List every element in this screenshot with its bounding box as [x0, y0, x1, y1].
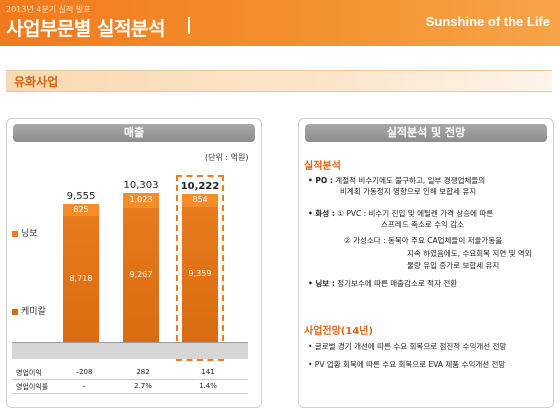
- analysis-line: • 닝보 : 정기보수에 따른 매출감소로 적자 전환: [308, 278, 457, 289]
- legend-label-chemical: 케미칼: [21, 307, 46, 317]
- table-cell: 1.4%: [199, 382, 217, 390]
- row-label: 영업이익률: [16, 383, 49, 391]
- total-label: 10,303: [123, 180, 159, 192]
- line-text: 계절적 비수기에도 불구하고, 일부 경쟁업체들의: [335, 176, 486, 185]
- outlook-line: • 글로벌 경기 개선에 따른 수요 회복으로 점진적 수익개선 전망: [308, 342, 507, 351]
- category-row: [12, 343, 248, 359]
- table-cell: 2.7%: [134, 382, 152, 390]
- analysis-line: ② 가성소다 : 동북아 주요 CA업체들이 저율가동을: [344, 235, 502, 246]
- bar-segment-ningbo: 1,023: [123, 193, 159, 208]
- unit-label: (단위 : 억원): [205, 153, 249, 162]
- legend-label-ningbo: 닝보: [21, 229, 38, 239]
- analysis-line: • 화성 : ① PVC : 비수기 진입 및 에틸렌 가격 상승에 따른: [308, 208, 493, 219]
- line-text: ② 가성소다 : 동북아 주요 CA업체들이 저율가동을: [344, 236, 503, 245]
- bar-segment-chemical: 9,359: [182, 206, 218, 342]
- total-label: 10,222: [180, 181, 220, 193]
- analysis-line: 물량 유입 증가로 보합세 유지: [407, 260, 499, 271]
- bar-segment-ningbo: 825: [63, 203, 99, 216]
- legend-item-chemical: 케미칼: [12, 304, 46, 317]
- analysis-line: • PO : 계절적 비수기에도 불구하고, 일부 경쟁업체들의: [308, 175, 485, 186]
- data-label: 1,023: [129, 195, 153, 205]
- outlook-heading: 사업전망(14년): [304, 326, 374, 337]
- brand-slogan: Sunshine of the Life: [425, 14, 550, 29]
- data-label: 8,718: [69, 273, 93, 283]
- line-text: 비계획 가동정지 영향으로 인해 보합세 유지: [340, 187, 477, 196]
- data-label: 9,359: [188, 269, 212, 279]
- bar-segment-chemical: 9,267: [123, 207, 159, 342]
- table-row-operating-margin: 영업이익률 – 2.7% 1.4%: [12, 380, 248, 394]
- table-cell: –208: [75, 368, 93, 376]
- section-title: 유화사업: [14, 75, 59, 89]
- analysis-panel: 실적분석 및 전망: [298, 118, 554, 408]
- bar-segment-ningbo: 854: [182, 194, 218, 207]
- highlight-box: [176, 175, 224, 361]
- outlook-line: • PV 업황 회복에 따른 수요 회복으로 EVA 제품 수익개선 전망: [308, 360, 506, 369]
- line-prefix: • 화성 :: [308, 209, 335, 218]
- title-divider: [188, 17, 190, 34]
- legend-swatch-chemical: [12, 308, 18, 315]
- line-text: ① PVC : 비수기 진입 및 에틸렌 가격 상승에 따른: [337, 209, 494, 218]
- data-label: 854: [192, 195, 208, 205]
- total-label: 9,555: [66, 190, 96, 202]
- bar-segment-chemical: 8,718: [63, 215, 99, 342]
- line-text: 지속 하였음에도, 수요회복 지연 및 역외: [407, 249, 532, 258]
- line-prefix: • PO :: [308, 176, 333, 185]
- page-title: 사업부문별 실적분석: [6, 18, 165, 40]
- performance-heading: 실적분석: [304, 161, 341, 172]
- table-cell: –: [82, 382, 86, 390]
- table-cell: 282: [136, 368, 150, 376]
- legend-swatch-ningbo: [12, 230, 18, 237]
- table-cell: 141: [201, 368, 215, 376]
- line-text: 정기보수에 따른 매출감소로 적자 전환: [337, 279, 458, 288]
- analysis-line: 지속 하였음에도, 수요회복 지연 및 역외: [407, 248, 532, 259]
- header-banner: 2013년 4분기 실적 발표 사업부문별 실적분석 Sunshine of t…: [0, 0, 560, 46]
- sales-panel-title: 매출: [13, 124, 255, 142]
- data-label: 9,267: [129, 269, 153, 279]
- analysis-line: 비계획 가동정지 영향으로 인해 보합세 유지: [340, 186, 476, 197]
- row-label: 영업이익: [16, 369, 42, 377]
- analysis-panel-title: 실적분석 및 전망: [305, 124, 547, 142]
- chart-baseline: [12, 342, 248, 343]
- section-bar: 유화사업: [6, 70, 552, 92]
- analysis-line: 스프레드 축소로 수익 감소: [381, 219, 464, 230]
- line-text: 물량 유입 증가로 보합세 유지: [407, 261, 500, 270]
- data-label: 825: [73, 204, 89, 214]
- header-subtitle: 2013년 4분기 실적 발표: [6, 5, 91, 14]
- line-text: 스프레드 축소로 수익 감소: [381, 220, 465, 229]
- table-row-operating-profit: 영업이익 –208 282 141: [12, 366, 248, 380]
- line-prefix: • 닝보 :: [308, 279, 335, 288]
- legend-item-ningbo: 닝보: [12, 226, 38, 239]
